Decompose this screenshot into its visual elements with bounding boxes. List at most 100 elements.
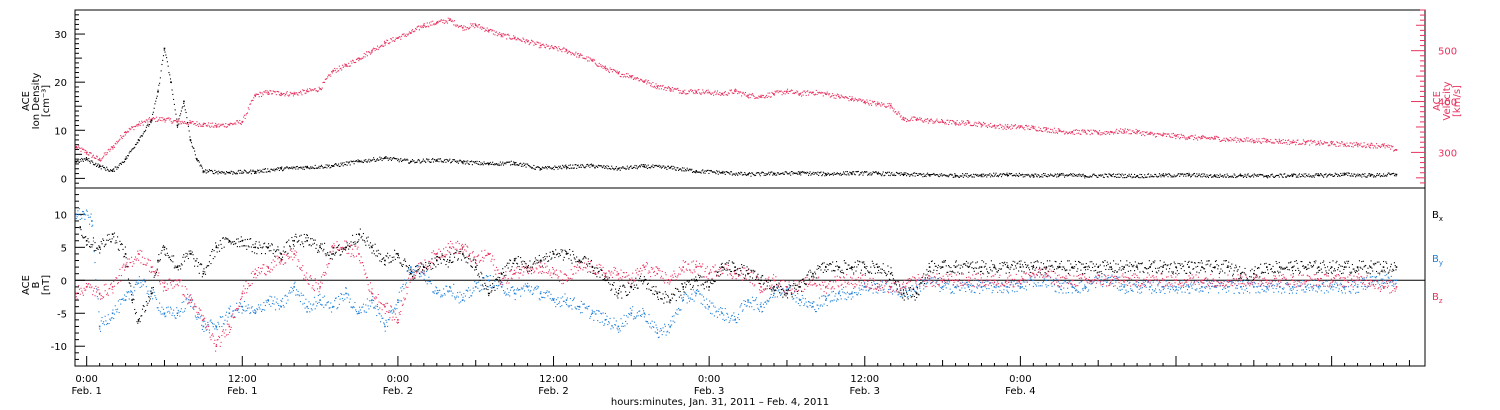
velocity-point-series-point [814, 94, 816, 96]
density-point-series-point [315, 167, 317, 169]
velocity-point-series-point [629, 75, 631, 78]
velocity-point-series-point [325, 78, 327, 80]
by-point-series-point [113, 317, 115, 320]
density-point-series-point [397, 160, 399, 162]
velocity-point-series-point [1032, 127, 1035, 129]
by-point-series-point [812, 301, 814, 303]
density-point-series-point [723, 171, 726, 173]
by-point-series-point [197, 317, 200, 319]
density-point-series-point [295, 168, 297, 170]
by-point-series-point [941, 280, 943, 283]
velocity-point-series-point [671, 86, 673, 89]
velocity-point-series-point [1037, 130, 1039, 132]
density-point-series-point [1092, 173, 1094, 175]
by-point-series-point [818, 308, 820, 310]
density-point-series-point [243, 171, 245, 173]
density-point-series-point [1107, 176, 1109, 178]
velocity-point-series-point [819, 92, 821, 94]
by-point-series-point [148, 293, 150, 295]
velocity-point-series-point [1263, 137, 1265, 139]
velocity-point-series-point [965, 123, 968, 125]
density-point-series-point [1388, 172, 1390, 174]
velocity-point-series-point [425, 26, 427, 28]
by-point-series-point [601, 313, 603, 315]
density-point-series-point [1236, 176, 1238, 178]
density-point-series-point [1387, 172, 1389, 174]
density-point-series-point [1358, 175, 1360, 177]
velocity-point-series-point [495, 31, 498, 33]
density-point-series-point [685, 170, 687, 172]
by-point-series-point [92, 224, 94, 226]
by-point-series-point [356, 313, 358, 315]
by-point-series-point [188, 301, 190, 303]
velocity-point-series-point [232, 123, 235, 125]
density-point-series-point [575, 164, 577, 166]
velocity-point-series-point [977, 122, 979, 125]
by-point-series-point [730, 318, 732, 320]
density-point-series-point [1271, 173, 1273, 175]
density-point-series-point [871, 174, 873, 176]
by-point-series-point [585, 307, 587, 310]
velocity-point-series-point [871, 100, 873, 102]
by-point-series-point [1123, 286, 1125, 288]
velocity-point-series-point [394, 40, 396, 42]
velocity-point-series-point [832, 95, 834, 97]
velocity-point-series-point [1089, 134, 1091, 136]
density-point-series-point [965, 173, 967, 175]
velocity-point-series-point [1044, 130, 1046, 132]
by-point-series-point [300, 292, 302, 294]
density-point-series-point [1186, 173, 1189, 175]
by-point-series-point [350, 306, 352, 308]
by-point-series-point [764, 301, 766, 303]
velocity-point-series-point [544, 47, 547, 49]
density-point-series-point [257, 169, 259, 171]
density-point-series-point [1249, 176, 1251, 178]
by-point-series-point [260, 304, 262, 306]
velocity-point-series-point [1141, 131, 1143, 133]
density-point-series-point [1395, 173, 1398, 176]
by-point-series-point [597, 320, 599, 322]
density-point-series-point [159, 77, 161, 79]
by-point-series-point [884, 291, 886, 293]
velocity-point-series-point [162, 119, 165, 121]
density-point-series-point [191, 145, 193, 147]
density-point-series-point [283, 168, 285, 170]
density-point-series-point [399, 159, 401, 161]
velocity-point-series-point [239, 122, 242, 125]
density-point-series-point [709, 170, 712, 172]
velocity-point-series-point [983, 121, 985, 124]
velocity-point-series-point [175, 120, 177, 122]
density-point-series-point [1187, 175, 1189, 177]
density-point-series-point [443, 159, 445, 161]
density-point-series-point [491, 163, 493, 165]
density-point-series-point [383, 157, 386, 159]
velocity-point-series-point [1270, 139, 1272, 141]
density-point-series-point [161, 63, 163, 66]
velocity-point-series-point [783, 90, 785, 92]
velocity-point-series-point [450, 20, 452, 22]
density-point-series-point [752, 173, 754, 175]
velocity-point-series-point [1349, 142, 1351, 144]
density-point-series-point [1124, 173, 1126, 175]
by-point-series-point [436, 289, 438, 292]
velocity-point-series-point [892, 107, 894, 109]
velocity-point-series-point [1347, 145, 1350, 147]
velocity-point-series-point [1162, 135, 1164, 137]
density-point-series-point [528, 165, 530, 167]
by-point-series-point [500, 286, 503, 288]
velocity-point-series-point [1123, 132, 1125, 134]
density-point-series-point [336, 164, 338, 166]
velocity-point-series-point [115, 143, 117, 145]
density-point-series-point [727, 171, 729, 174]
by-point-series-point [449, 290, 451, 292]
density-point-series-point [1372, 174, 1374, 176]
velocity-point-series-point [690, 89, 692, 91]
by-point-series-point [275, 301, 277, 303]
density-point-series-point [322, 167, 324, 169]
velocity-point-series-point [1209, 138, 1211, 140]
by-point-series-point [384, 325, 386, 328]
density-point-series-point [579, 166, 581, 168]
density-point-series-point [687, 169, 689, 171]
velocity-point-series-point [1321, 143, 1323, 145]
density-point-series-point [1344, 172, 1346, 174]
